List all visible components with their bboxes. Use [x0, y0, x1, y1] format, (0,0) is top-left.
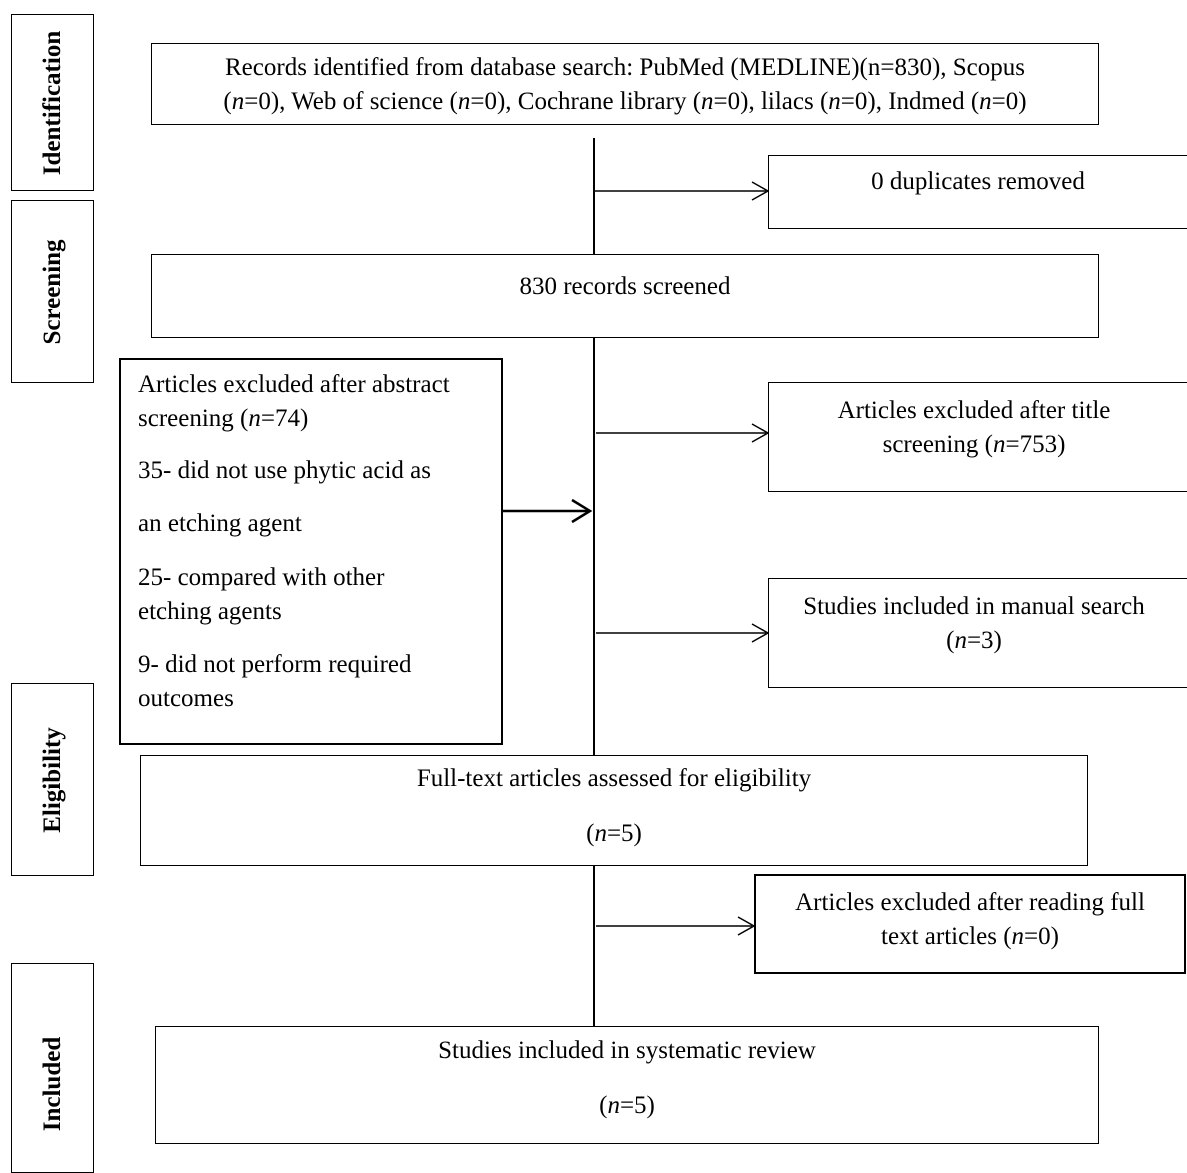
fulltext-assessed-heading: Full-text articles assessed for eligibil… [416, 765, 812, 792]
abstract-excluded-count: screening (n=74) [138, 405, 309, 432]
fulltext-assessed-count: (n=5) [586, 820, 642, 847]
connector-line-top [593, 138, 595, 254]
reason-compared-line1: 25- compared with other [138, 564, 385, 591]
duplicates-removed-text: 0 duplicates removed [871, 168, 1085, 195]
records-identified-line2: (n=0), Web of science (n=0), Cochrane li… [223, 88, 1027, 115]
title-excluded-box: Articles excluded after title screening … [768, 382, 1187, 492]
arrowhead-abstract-excluded [571, 498, 593, 524]
reason-phytic-acid-line1: 35- did not use phytic acid as [138, 457, 431, 484]
fulltext-excluded-box: Articles excluded after reading full tex… [754, 874, 1186, 974]
records-screened-box: 830 records screened [151, 254, 1099, 338]
abstract-excluded-heading: Articles excluded after abstract [138, 371, 450, 398]
fulltext-excluded-count: text articles (n=0) [881, 923, 1059, 950]
fulltext-assessed-box: Full-text articles assessed for eligibil… [140, 755, 1088, 866]
stage-identification: Identification [11, 14, 94, 191]
records-identified-box: Records identified from database search:… [151, 43, 1099, 125]
manual-search-count: (n=3) [946, 627, 1002, 654]
included-review-box: Studies included in systematic review (n… [155, 1026, 1099, 1144]
title-excluded-count: screening (n=753) [882, 431, 1066, 458]
reason-outcomes-line2: outcomes [138, 685, 234, 712]
title-excluded-heading: Articles excluded after title [837, 397, 1111, 424]
connector-line-middle [593, 338, 595, 755]
included-review-count: (n=5) [599, 1092, 655, 1119]
connector-line-bottom [593, 866, 595, 1026]
stage-eligibility: Eligibility [11, 683, 94, 876]
duplicates-removed-box: 0 duplicates removed [768, 155, 1187, 229]
manual-search-box: Studies included in manual search (n=3) [768, 578, 1187, 688]
abstract-excluded-box: Articles excluded after abstract screeni… [119, 358, 503, 745]
reason-outcomes-line1: 9- did not perform required [138, 651, 412, 678]
fulltext-excluded-heading: Articles excluded after reading full [795, 889, 1145, 916]
stage-screening: Screening [11, 200, 94, 383]
records-screened-text: 830 records screened [519, 273, 731, 300]
reason-compared-line2: etching agents [138, 598, 282, 625]
included-review-heading: Studies included in systematic review [438, 1037, 816, 1064]
manual-search-heading: Studies included in manual search [803, 593, 1145, 620]
records-identified-line1: Records identified from database search:… [225, 54, 1025, 81]
reason-phytic-acid-line2: an etching agent [138, 510, 302, 537]
